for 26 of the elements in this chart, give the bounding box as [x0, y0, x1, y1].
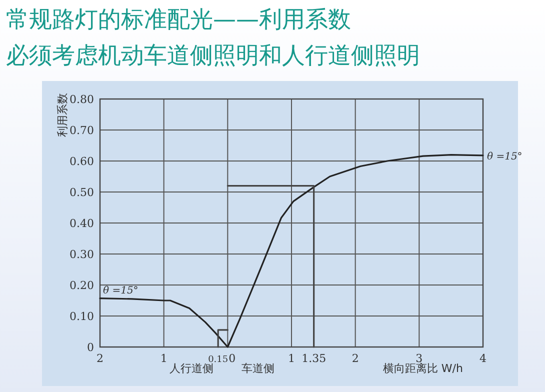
- y-tick-label: 0.20: [70, 279, 94, 292]
- chart-subtitle: 必须考虑机动车道侧照明和人行道侧照明: [6, 43, 420, 69]
- y-tick-label: 0: [87, 341, 94, 354]
- x-tick-label: 2: [352, 352, 359, 365]
- text: 车道侧: [242, 362, 275, 375]
- x-tick-label: 0: [228, 352, 236, 365]
- x-tick-label: 1: [288, 352, 295, 365]
- annotation: θ =15°: [103, 285, 138, 296]
- x-tick-label: 1.35: [302, 352, 326, 365]
- text: 人行道侧: [170, 362, 214, 375]
- x-tick-label: 1: [160, 352, 168, 365]
- line-series: [99, 154, 484, 348]
- y-tick-label: 0.30: [70, 248, 94, 261]
- x-tick-label: 2: [96, 352, 104, 365]
- x-tick-label: 0.15: [208, 355, 228, 365]
- y-tick-label: 0.60: [70, 155, 94, 168]
- y-tick-label: 0.10: [70, 310, 94, 323]
- y-tick-label: 0.80: [70, 93, 94, 106]
- y-tick-label: 0.70: [70, 124, 94, 137]
- y-tick-label: 0.40: [70, 217, 94, 230]
- annotation: θ =15°: [487, 152, 522, 163]
- y-axis-title: 利用系数: [56, 93, 69, 137]
- x-axis-title: 横向距离比 W/h: [382, 362, 464, 375]
- x-tick-label: 4: [480, 352, 486, 365]
- chart-title: 常规路灯的标准配光——利用系数: [6, 7, 351, 33]
- y-tick-label: 0.50: [70, 186, 94, 199]
